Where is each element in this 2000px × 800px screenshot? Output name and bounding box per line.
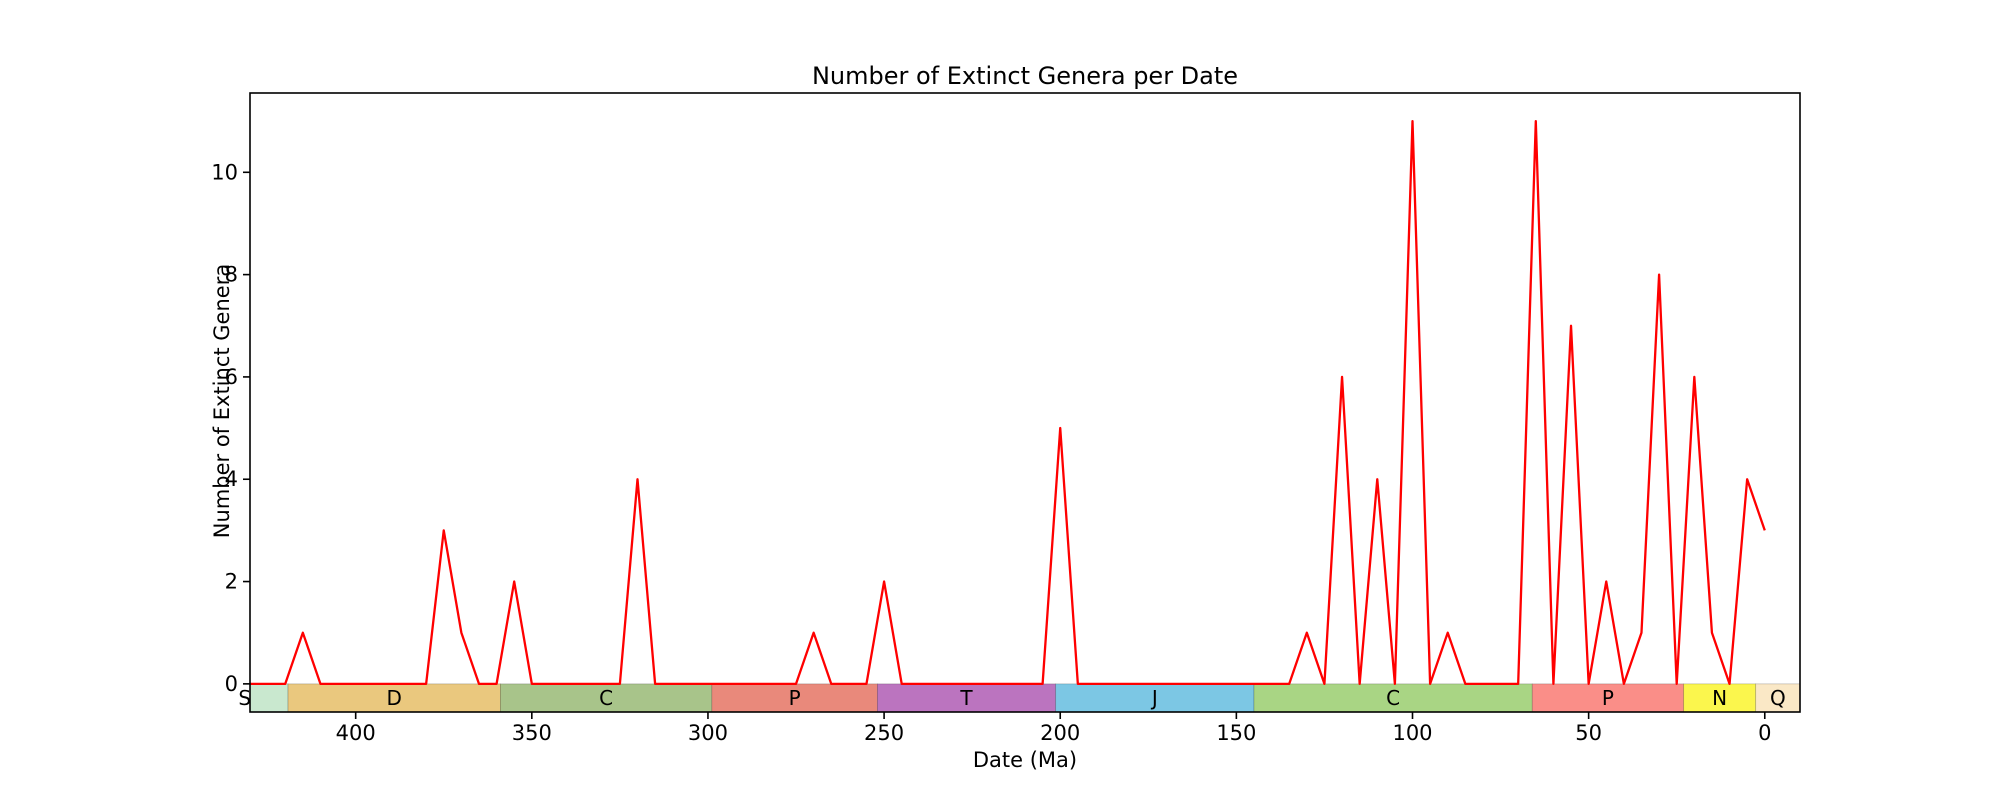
x-tick-label: 50 [1575,721,1602,745]
x-tick-label: 200 [1040,721,1080,745]
period-label: Q [1770,686,1786,710]
y-tick-label: 2 [225,570,238,594]
period-band-S [249,683,289,713]
period-label: C [1386,686,1400,710]
period-label: N [1712,686,1727,710]
y-tick-label: 8 [225,263,238,287]
x-tick-label: 300 [688,721,728,745]
x-tick-label: 150 [1216,721,1256,745]
period-label: J [1150,686,1158,710]
period-band-P [1531,683,1685,713]
period-label: D [387,686,402,710]
x-tick-label: 350 [512,721,552,745]
period-band-J [1055,683,1255,713]
period-label: S [238,686,251,710]
period-label: C [599,686,613,710]
period-band-C [1253,683,1533,713]
period-band-N [1683,683,1757,713]
x-axis-label: Date (Ma) [972,748,1078,772]
y-tick-label: 0 [225,672,238,696]
extinction-line [250,119,1766,686]
y-tick-label: 4 [225,467,238,491]
y-tick-label: 6 [225,365,238,389]
x-tick-label: 250 [864,721,904,745]
period-label: P [789,686,801,710]
x-tick-label: 100 [1392,721,1432,745]
x-tick-label: 400 [336,721,376,745]
chart-title: Number of Extinct Genera per Date [811,62,1239,90]
plot-frame [249,92,1801,713]
period-label: T [959,686,973,710]
y-tick-label: 10 [211,160,238,184]
period-label: P [1602,686,1614,710]
x-tick-label: 0 [1758,721,1771,745]
